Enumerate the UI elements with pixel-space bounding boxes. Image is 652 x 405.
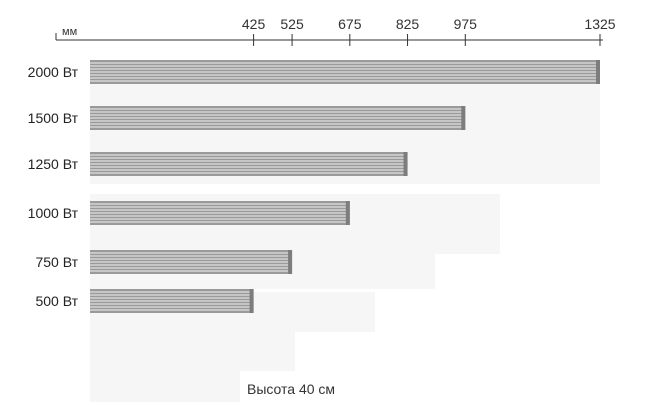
faded-block <box>90 340 240 402</box>
power-labels: 2000 Вт 1500 Вт 1250 Вт 1000 Вт 750 Вт 500 Вт <box>28 64 79 309</box>
axis-unit-label: мм <box>62 26 77 38</box>
heater-bars <box>90 60 600 313</box>
axis-ticks: 425 525 675 825 975 1325 <box>242 16 616 46</box>
bar-end-cap <box>461 106 466 130</box>
axis-tick-label: 825 <box>396 16 420 32</box>
power-label: 1000 Вт <box>28 205 79 221</box>
axis-tick-label: 525 <box>280 16 304 32</box>
power-label: 1250 Вт <box>28 156 79 172</box>
power-label: 1500 Вт <box>28 110 79 126</box>
power-label: 750 Вт <box>35 254 78 270</box>
faded-background-blocks <box>90 68 600 402</box>
heater-bar <box>90 201 350 225</box>
bar-end-cap <box>596 60 600 84</box>
heater-bar <box>90 289 254 313</box>
axis-tick-label: 975 <box>454 16 478 32</box>
heater-bar <box>90 152 408 176</box>
heater-bar <box>90 60 600 84</box>
bar-end-cap <box>249 289 254 313</box>
power-label: 2000 Вт <box>28 64 79 80</box>
axis-tick-label: 425 <box>242 16 266 32</box>
axis-tick-label: 1325 <box>584 16 615 32</box>
power-label: 500 Вт <box>35 293 78 309</box>
length-axis: мм <box>55 26 603 41</box>
axis-tick-label: 675 <box>338 16 362 32</box>
bar-end-cap <box>288 250 293 274</box>
height-caption: Высота 40 см <box>247 381 335 397</box>
bar-end-cap <box>403 152 408 176</box>
heater-bar <box>90 250 293 274</box>
bar-end-cap <box>345 201 350 225</box>
heater-bar <box>90 106 466 130</box>
